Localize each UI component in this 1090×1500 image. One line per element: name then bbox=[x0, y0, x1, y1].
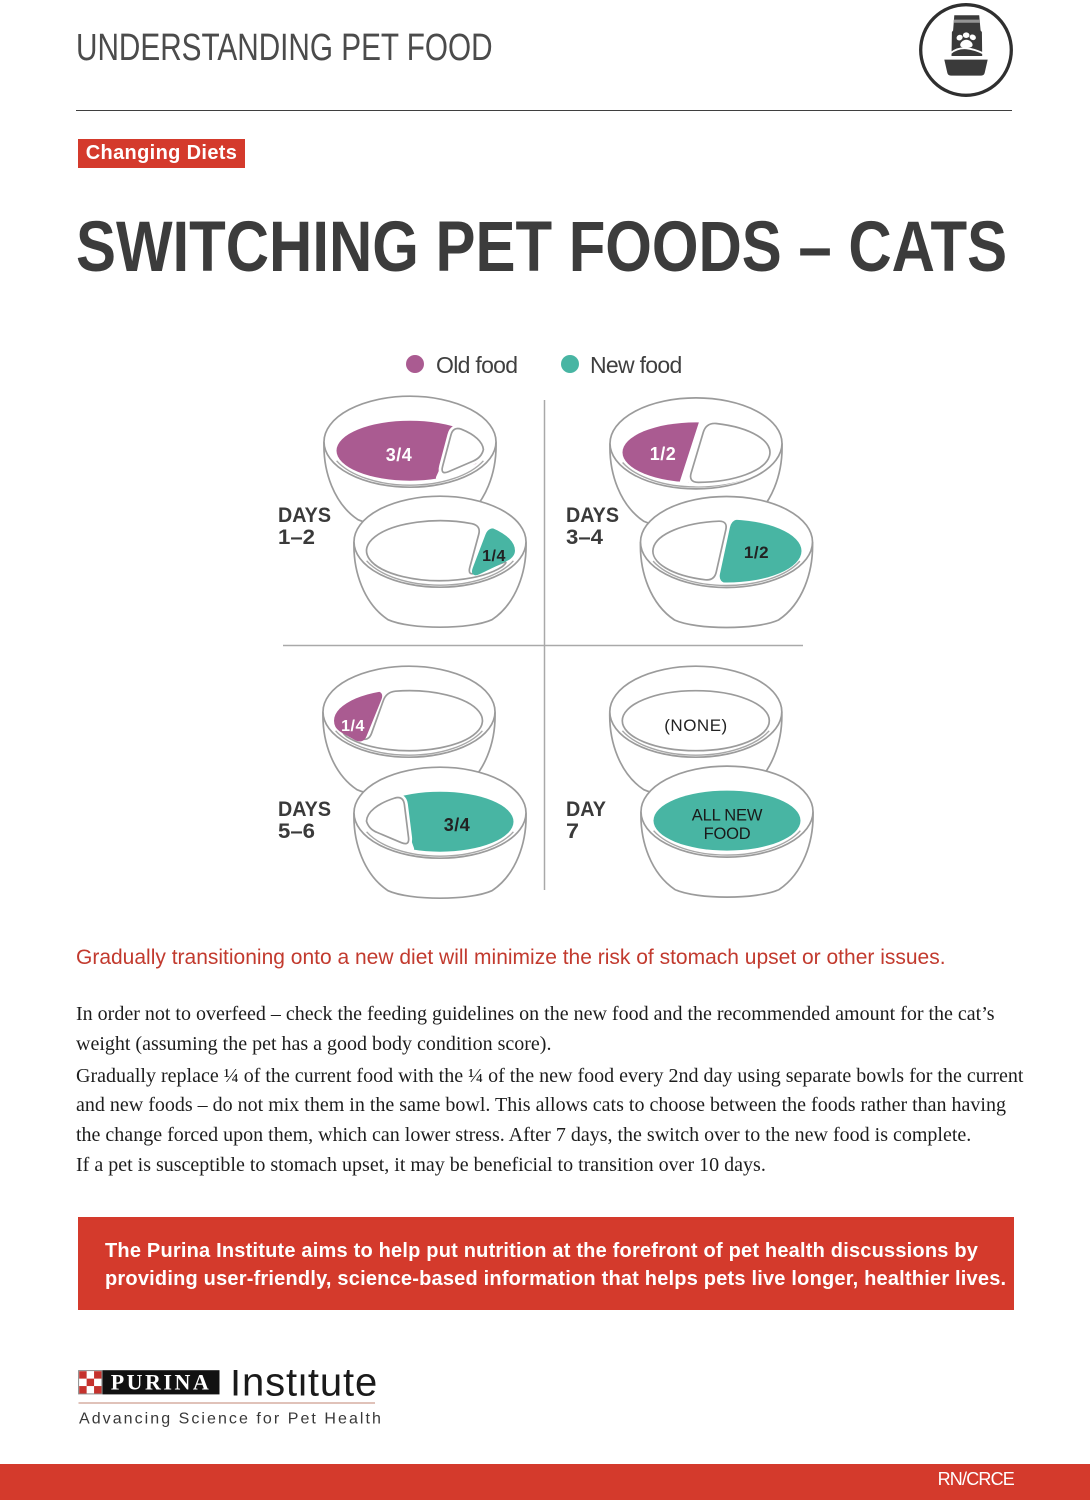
svg-text:1/2: 1/2 bbox=[650, 444, 677, 464]
svg-text:5–6: 5–6 bbox=[278, 820, 315, 843]
svg-text:DAYS: DAYS bbox=[278, 798, 331, 821]
svg-text:PURINA: PURINA bbox=[111, 1370, 212, 1395]
svg-text:3/4: 3/4 bbox=[386, 445, 413, 465]
svg-text:1–2: 1–2 bbox=[278, 526, 315, 549]
svg-text:1/2: 1/2 bbox=[744, 543, 769, 562]
svg-text:ALL NEW: ALL NEW bbox=[692, 807, 763, 825]
svg-text:DAY: DAY bbox=[566, 798, 606, 821]
svg-text:FOOD: FOOD bbox=[704, 825, 751, 843]
svg-text:1/4: 1/4 bbox=[341, 718, 365, 735]
svg-text:(NONE): (NONE) bbox=[664, 716, 727, 735]
svg-text:Institute: Institute bbox=[230, 1370, 378, 1405]
svg-text:DAYS: DAYS bbox=[566, 504, 619, 527]
svg-text:3/4: 3/4 bbox=[444, 815, 471, 835]
svg-text:1/4: 1/4 bbox=[482, 548, 506, 565]
svg-text:Advancing Science for Pet Heal: Advancing Science for Pet Health bbox=[79, 1411, 383, 1428]
svg-text:3–4: 3–4 bbox=[566, 526, 603, 549]
svg-text:7: 7 bbox=[566, 820, 579, 843]
svg-text:DAYS: DAYS bbox=[278, 504, 331, 527]
